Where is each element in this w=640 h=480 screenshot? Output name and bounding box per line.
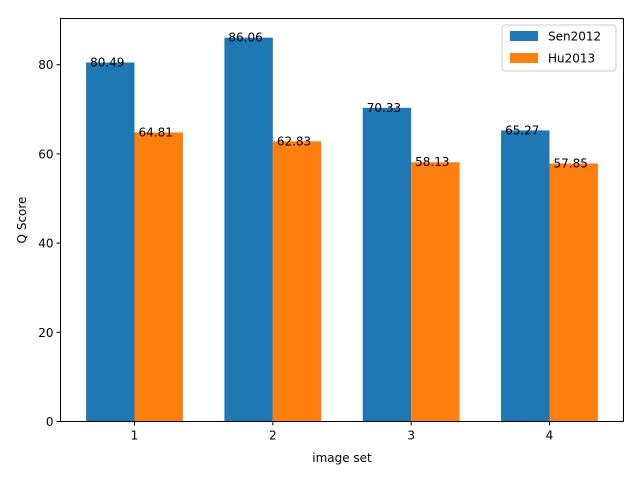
x-tick-label: 3 <box>407 429 415 443</box>
bar-sen2012-3 <box>362 107 412 422</box>
legend-swatch-sen2012 <box>510 31 538 41</box>
bar-sen2012-1 <box>86 62 135 422</box>
y-tick-label: 80 <box>38 58 53 72</box>
data-label-sen2012-1: 80.49 <box>90 56 124 70</box>
legend-label-hu2013: Hu2013 <box>548 52 595 66</box>
data-label-hu2013-3: 58.13 <box>415 155 449 169</box>
data-label-hu2013-1: 64.81 <box>139 125 173 139</box>
data-labels-group: 80.49 86.06 70.33 65.27 64.81 62.83 58.13 57.85 <box>90 31 588 171</box>
bars-group <box>86 37 598 422</box>
y-tick-label: 0 <box>46 415 54 429</box>
y-axis-title: Q Score <box>15 197 29 244</box>
x-axis-title: image set <box>312 451 372 465</box>
y-tick-label: 40 <box>38 237 53 251</box>
data-label-sen2012-2: 86.06 <box>228 31 262 45</box>
legend-label-sen2012: Sen2012 <box>548 30 601 44</box>
data-label-hu2013-4: 57.85 <box>553 156 587 170</box>
legend: Sen2012 Hu2013 <box>501 24 617 72</box>
bar-hu2013-2 <box>272 141 322 422</box>
bar-hu2013-3 <box>411 162 460 422</box>
legend-swatch-hu2013 <box>510 53 538 63</box>
data-label-sen2012-3: 70.33 <box>367 101 401 115</box>
y-tick-label: 60 <box>38 147 53 161</box>
x-tick-label: 1 <box>131 429 139 443</box>
x-tick-label: 2 <box>269 429 277 443</box>
data-label-sen2012-4: 65.27 <box>505 123 539 137</box>
y-tick-label: 20 <box>38 326 53 340</box>
x-tick-label: 4 <box>546 429 554 443</box>
data-label-hu2013-2: 62.83 <box>277 134 311 148</box>
bar-sen2012-4 <box>501 130 550 422</box>
y-ticks-group: 0 20 40 60 80 <box>38 58 61 429</box>
axes-group <box>60 18 624 422</box>
x-ticks-group: 1 2 3 4 <box>131 421 554 443</box>
bar-hu2013-4 <box>549 163 598 422</box>
bar-hu2013-1 <box>134 132 183 422</box>
bar-sen2012-2 <box>224 37 273 422</box>
plot-frame <box>60 18 624 422</box>
